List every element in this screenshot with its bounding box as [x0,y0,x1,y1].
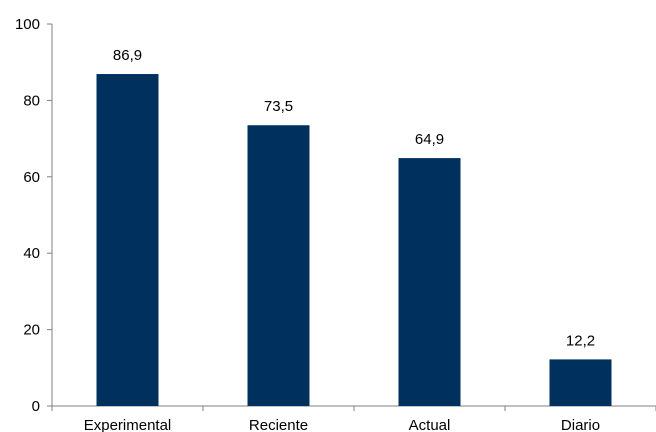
x-category-label: Diario [561,417,600,432]
bar-diario [549,359,612,406]
data-label: 86,9 [113,47,142,64]
bar-reciente [247,125,310,406]
y-tick-label: 80 [23,92,40,109]
y-tick-label: 20 [23,322,40,339]
data-label: 73,5 [264,98,293,115]
data-label: 12,2 [566,332,595,349]
y-tick-label: 100 [15,16,40,33]
x-category-label: Reciente [249,417,308,432]
y-tick-label: 40 [23,245,40,262]
category-labels: Experimental Reciente Actual Diario [84,417,600,432]
x-category-label: Experimental [84,417,172,432]
data-labels: 86,9 73,5 64,9 12,2 [113,47,595,349]
y-tick-label: 60 [23,169,40,186]
bars [96,74,612,407]
bar-actual [398,158,461,406]
bar-experimental [96,74,159,407]
y-axis: 0 20 40 60 80 100 [15,16,53,415]
x-axis [51,405,656,411]
x-category-label: Actual [409,417,451,432]
y-tick-label: 0 [32,398,40,415]
data-label: 64,9 [415,131,444,148]
